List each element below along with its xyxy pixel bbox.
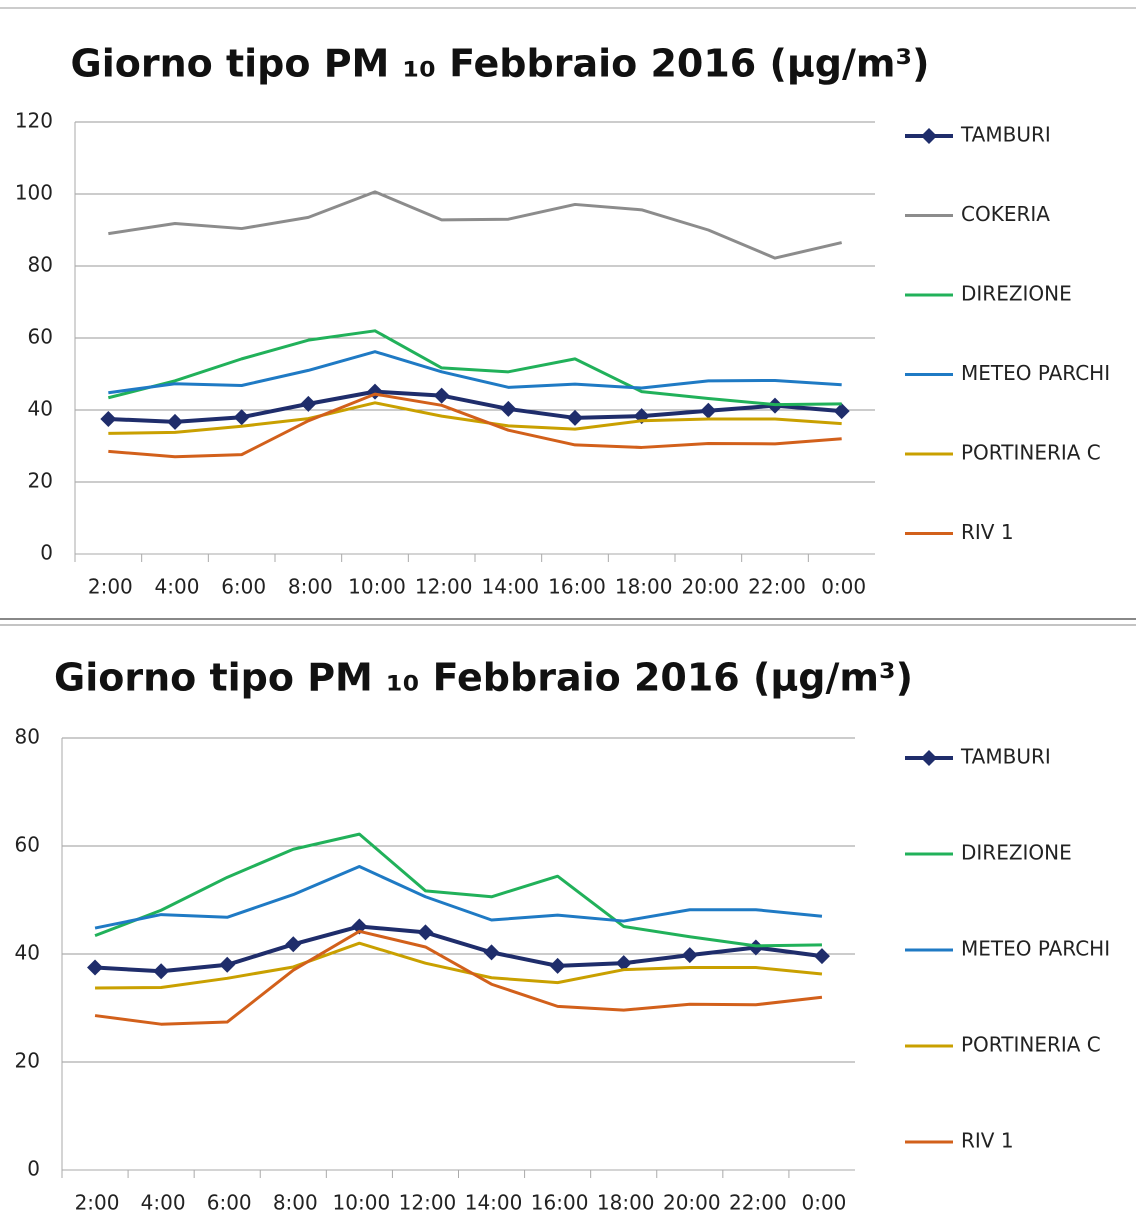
legend-label: TAMBURI <box>960 745 1051 769</box>
marker <box>700 402 717 419</box>
legend-label: DIREZIONE <box>961 841 1072 865</box>
legend-label: PORTINERIA C <box>961 1033 1101 1057</box>
marker <box>417 924 434 941</box>
legend-label: RIV 1 <box>961 520 1014 544</box>
x-tick-label: 6:00 <box>221 575 266 599</box>
x-tick-label: 16:00 <box>548 575 606 599</box>
x-tick-label: 8:00 <box>273 1191 318 1215</box>
x-tick-label: 2:00 <box>88 575 133 599</box>
legend-label: PORTINERIA C <box>961 441 1101 465</box>
marker <box>681 947 698 964</box>
marker <box>87 959 104 976</box>
legend-label: TAMBURI <box>960 123 1051 147</box>
y-tick-label: 20 <box>28 469 53 493</box>
legend-marker <box>921 128 937 144</box>
marker <box>615 955 632 972</box>
marker <box>300 395 317 412</box>
y-tick-label: 0 <box>27 1157 40 1181</box>
x-tick-label: 16:00 <box>531 1191 589 1215</box>
series-line <box>95 941 823 990</box>
series-line <box>94 924 823 974</box>
chart-title: Giorno tipo PM ₁₀ Febbraio 2016 (µg/m³) <box>71 42 930 86</box>
y-tick-label: 60 <box>28 325 53 349</box>
legend-label: METEO PARCHI <box>961 937 1110 961</box>
marker <box>433 387 450 404</box>
legend-label: DIREZIONE <box>961 282 1072 306</box>
series-line <box>107 329 842 407</box>
series-line <box>94 929 823 1026</box>
x-tick-label: 20:00 <box>663 1191 721 1215</box>
marker <box>351 918 368 935</box>
marker <box>100 411 117 427</box>
marker <box>285 936 302 953</box>
marker <box>549 957 566 974</box>
series-line <box>108 389 842 424</box>
y-tick-label: 80 <box>15 725 40 749</box>
y-tick-label: 0 <box>40 541 53 565</box>
legend-label: METEO PARCHI <box>961 361 1110 385</box>
y-tick-label: 100 <box>15 181 53 205</box>
x-tick-label: 12:00 <box>399 1191 457 1215</box>
x-tick-label: 6:00 <box>207 1191 252 1215</box>
x-tick-label: 4:00 <box>155 575 200 599</box>
series-line <box>94 865 823 930</box>
marker <box>567 409 583 426</box>
x-tick-label: 0:00 <box>821 575 866 599</box>
series-line <box>108 401 842 435</box>
x-tick-label: 10:00 <box>333 1191 391 1215</box>
y-tick-label: 60 <box>15 833 40 857</box>
series-line <box>94 832 822 948</box>
x-tick-label: 22:00 <box>748 575 806 599</box>
x-tick-label: 18:00 <box>615 575 673 599</box>
x-tick-label: 18:00 <box>597 1191 655 1215</box>
y-tick-label: 40 <box>15 941 40 965</box>
series-line <box>108 392 842 459</box>
series-line <box>108 350 842 395</box>
y-tick-label: 120 <box>15 109 53 133</box>
marker <box>813 948 830 965</box>
y-tick-label: 20 <box>15 1049 40 1073</box>
x-tick-label: 22:00 <box>729 1191 787 1215</box>
y-tick-label: 80 <box>28 253 53 277</box>
marker <box>500 400 517 417</box>
x-tick-label: 8:00 <box>288 575 333 599</box>
marker <box>833 403 850 420</box>
legend-marker <box>921 750 937 766</box>
marker <box>747 939 764 956</box>
series-line <box>108 190 843 260</box>
x-tick-label: 20:00 <box>682 575 740 599</box>
x-tick-label: 12:00 <box>415 575 473 599</box>
x-tick-label: 14:00 <box>465 1191 523 1215</box>
marker <box>483 944 500 961</box>
marker <box>153 963 170 980</box>
legend-label: COKERIA <box>961 202 1050 226</box>
chart-title: Giorno tipo PM ₁₀ Febbraio 2016 (µg/m³) <box>54 656 913 700</box>
x-tick-label: 0:00 <box>801 1191 846 1215</box>
marker <box>219 956 236 973</box>
marker <box>167 413 183 430</box>
legend-label: RIV 1 <box>961 1129 1014 1153</box>
x-tick-label: 10:00 <box>348 575 406 599</box>
x-tick-label: 14:00 <box>482 575 540 599</box>
marker <box>233 409 250 426</box>
x-tick-label: 2:00 <box>75 1191 120 1215</box>
y-tick-label: 40 <box>28 397 53 421</box>
x-tick-label: 4:00 <box>141 1191 186 1215</box>
